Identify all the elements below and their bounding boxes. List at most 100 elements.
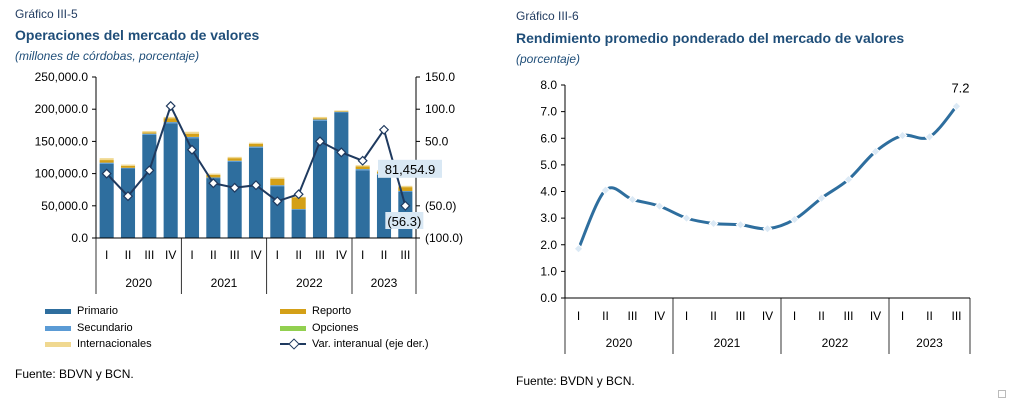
y-tick-label: 150,000.0 — [35, 134, 89, 148]
legend-swatch — [45, 308, 71, 314]
year-label: 2020 — [125, 276, 152, 290]
bar-segment — [291, 209, 306, 238]
chart-panel-right: Gráfico III-6 Rendimiento promedio ponde… — [510, 0, 1014, 400]
x-tick-label: III — [315, 248, 325, 262]
line-point — [681, 213, 692, 224]
legend-label: Reporto — [312, 305, 352, 317]
bar-segment — [206, 177, 221, 179]
y-tick-label: 1.0 — [540, 264, 557, 278]
x-tick-label: III — [627, 309, 637, 323]
line-point — [951, 101, 962, 112]
chart-label: Gráfico III-5 — [15, 7, 78, 21]
y-tick-label: 4.0 — [540, 185, 557, 199]
legend-label: Secundario — [77, 322, 133, 334]
x-tick-label: II — [295, 248, 302, 262]
line-point — [186, 144, 198, 155]
line-point — [573, 243, 584, 254]
bar-segment — [227, 160, 242, 163]
x-tick-label: II — [926, 309, 933, 323]
line-point — [314, 136, 326, 147]
x-tick-label: II — [125, 248, 132, 262]
bar-segment — [248, 147, 264, 238]
legend-item: Secundario — [45, 322, 133, 334]
line-point — [762, 223, 773, 234]
chart-subtitle: (porcentaje) — [516, 52, 581, 66]
y-tick-label: 8.0 — [540, 78, 557, 92]
legend-label: Internacionales — [77, 338, 152, 350]
chart-subtitle: (millones de córdobas, porcentaje) — [15, 49, 200, 63]
bar-segment — [398, 185, 413, 188]
chart-title: Operaciones del mercado de valores — [15, 27, 260, 43]
line-chart: 8.07.06.05.04.03.02.01.00.07.2I II III IV I I… — [540, 78, 971, 354]
x-tick-label: III — [144, 248, 154, 262]
legend-item: Primario — [45, 305, 118, 317]
line-point — [600, 185, 611, 196]
line-point — [250, 180, 262, 191]
bar-segment — [334, 112, 349, 238]
y-tick-label: 6.0 — [540, 131, 557, 145]
x-tick-label: II — [210, 248, 217, 262]
x-tick-label: I — [190, 248, 193, 262]
line-point — [843, 174, 854, 185]
y-tick-label: 5.0 — [540, 158, 557, 172]
x-tick-label: IV — [250, 248, 261, 262]
line-point — [816, 193, 827, 204]
line-point — [897, 130, 908, 141]
bar-segment — [248, 142, 264, 144]
x-tick-label: II — [602, 309, 609, 323]
line-point — [357, 155, 368, 166]
bar-segment — [142, 132, 157, 134]
corner-mark — [998, 390, 1006, 398]
y-tick-label: 250,000.0 — [35, 70, 89, 84]
line-point — [654, 201, 665, 212]
y2-tick-label: (100.0) — [425, 231, 463, 245]
source-note: Fuente: BDVN y BCN. — [15, 367, 134, 381]
bar-segment — [334, 111, 349, 112]
legend-swatch — [280, 308, 306, 314]
line-point — [378, 124, 390, 135]
legend-marker — [288, 338, 300, 350]
source-note: Fuente: BVDN y BCN. — [516, 374, 635, 388]
y2-tick-label: 100.0 — [425, 102, 455, 116]
legend-label: Opciones — [312, 322, 359, 334]
y-tick-label: 200,000.0 — [35, 102, 89, 116]
x-tick-label: IV — [654, 309, 665, 323]
bar-segment — [163, 123, 178, 238]
bar-segment — [270, 177, 285, 179]
x-tick-label: I — [685, 309, 688, 323]
bar-segment — [270, 186, 285, 238]
bar-segment — [206, 178, 221, 238]
legend-label: Var. interanual (eje der.) — [312, 338, 429, 350]
legend-swatch — [280, 325, 306, 331]
bar-segment — [270, 185, 285, 187]
x-tick-label: IV — [870, 309, 881, 323]
line-point — [924, 131, 935, 142]
line-point — [293, 189, 304, 200]
bar-segment — [248, 146, 264, 148]
legend-swatch — [280, 338, 306, 350]
callout-label: (56.3) — [387, 214, 421, 229]
bar-segment — [334, 111, 349, 113]
bar-segment — [142, 134, 157, 238]
year-label: 2022 — [822, 336, 849, 350]
y-tick-label: 0.0 — [71, 231, 88, 245]
y-tick-label: 2.0 — [540, 238, 557, 252]
bar-segment — [99, 162, 114, 164]
line-point — [229, 182, 240, 193]
chart-panel-left: Gráfico III-5 Operaciones del mercado de… — [0, 0, 500, 400]
year-label: 2022 — [296, 276, 323, 290]
x-tick-label: I — [105, 248, 108, 262]
line-point — [627, 194, 638, 205]
bar-segment — [120, 167, 136, 169]
y2-tick-label: 50.0 — [425, 134, 449, 148]
bar-segment — [163, 118, 178, 123]
bar-segment — [206, 173, 221, 175]
x-tick-label: III — [951, 309, 961, 323]
bar-segment — [206, 174, 221, 178]
bar-segment — [120, 164, 136, 166]
x-tick-label: III — [843, 309, 853, 323]
x-tick-label: I — [901, 309, 904, 323]
chart-label: Gráfico III-6 — [516, 9, 579, 23]
bar-segment — [120, 168, 136, 238]
x-tick-label: III — [230, 248, 240, 262]
